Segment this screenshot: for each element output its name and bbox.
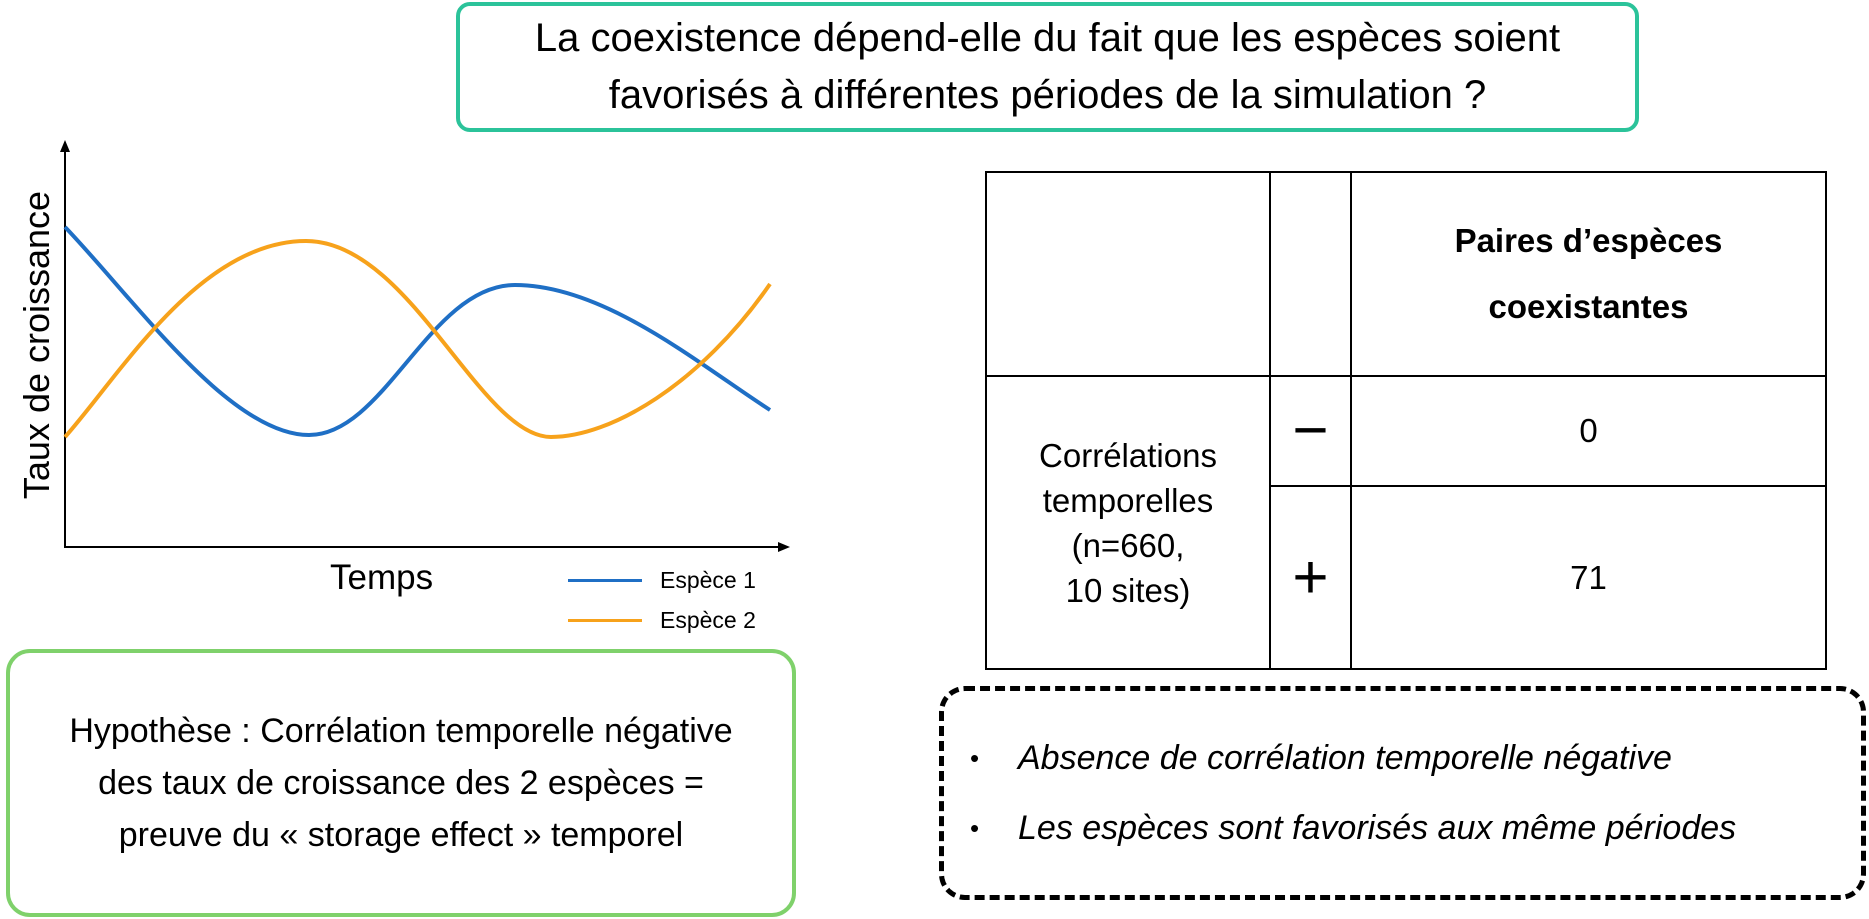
question-line-1: La coexistence dépend-elle du fait que l…	[534, 16, 1561, 60]
y-axis-label: Taux de croissance	[16, 190, 57, 500]
row-header-line-2: temporelles	[1042, 481, 1214, 519]
row-header-line-1: Corrélations	[1039, 436, 1217, 474]
table-corner-cell	[985, 171, 1271, 377]
conclusion-text-1: Absence de corrélation temporelle négati…	[1018, 738, 1672, 777]
legend-swatch-espece-1	[568, 578, 642, 582]
legend-item-espece-1: Espèce 1	[568, 560, 756, 600]
row-header-line-4: 10 sites)	[1065, 571, 1191, 609]
row-header-temporal-correlations: Corrélations temporelles (n=660, 10 site…	[985, 375, 1271, 670]
hypothesis-line-1: Hypothèse : Corrélation temporelle négat…	[69, 712, 733, 750]
minus-sign-cell: −	[1269, 375, 1352, 487]
hypothesis-line-2: des taux de croissance des 2 espèces =	[98, 764, 704, 802]
y-axis-arrow	[60, 140, 70, 152]
hypothesis-line-3: preuve du « storage effect » temporel	[118, 816, 684, 854]
row-header-line-3: (n=660,	[1071, 526, 1185, 564]
hypothesis-box: Hypothèse : Corrélation temporelle négat…	[6, 649, 796, 917]
chart-legend: Espèce 1 Espèce 2	[568, 560, 756, 640]
list-item: • Les espèces sont favorisés aux même pé…	[970, 793, 1861, 863]
column-header-line-2: coexistantes	[1488, 288, 1689, 325]
list-item: • Absence de corrélation temporelle néga…	[970, 723, 1861, 793]
bullet-icon: •	[970, 742, 980, 773]
results-table: Paires d’espèces coexistantes Corrélatio…	[985, 171, 1827, 670]
question-line-2: favorisés à différentes périodes de la s…	[608, 73, 1487, 117]
column-header-coexisting-pairs: Paires d’espèces coexistantes	[1350, 171, 1827, 377]
conclusion-box: • Absence de corrélation temporelle néga…	[939, 686, 1866, 900]
bullet-icon: •	[970, 812, 980, 843]
table-row: Corrélations temporelles (n=660, 10 site…	[985, 375, 1827, 670]
table-header-row: Paires d’espèces coexistantes	[985, 171, 1827, 377]
series-line-espece-1	[63, 225, 772, 438]
value-cell-negative: 0	[1350, 375, 1827, 487]
x-axis-label: Temps	[330, 558, 434, 597]
table-sign-header-cell	[1269, 171, 1352, 377]
series-line-espece-2	[63, 238, 772, 440]
column-header-line-1: Paires d’espèces	[1454, 222, 1723, 259]
table-row: + 71	[986, 485, 1827, 670]
legend-swatch-espece-2	[568, 618, 642, 622]
conclusion-text-2: Les espèces sont favorisés aux même péri…	[1018, 808, 1737, 847]
question-box: La coexistence dépend-elle du fait que l…	[456, 2, 1639, 132]
legend-label-espece-1: Espèce 1	[660, 566, 756, 593]
legend-item-espece-2: Espèce 2	[568, 600, 756, 640]
x-axis-arrow	[778, 542, 790, 552]
chart-svg	[60, 140, 790, 552]
value-cell-positive: 71	[1350, 485, 1827, 670]
legend-label-espece-2: Espèce 2	[660, 606, 756, 633]
plus-sign-cell: +	[1269, 485, 1352, 670]
growth-rate-chart: Taux de croissance Temps Espèce 1 Espèce…	[0, 130, 800, 650]
